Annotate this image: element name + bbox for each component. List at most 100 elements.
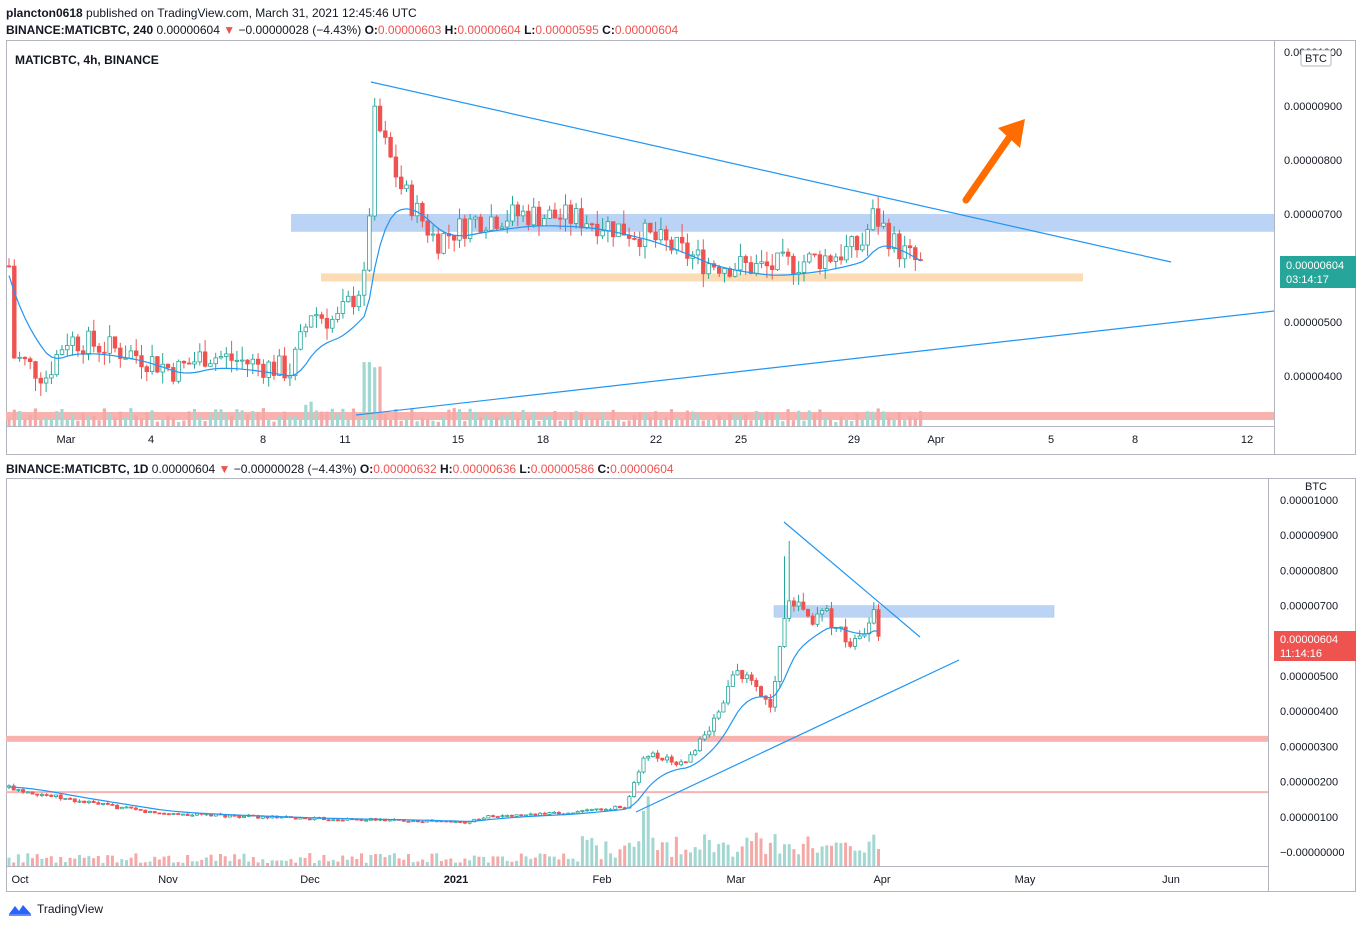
candle[interactable] xyxy=(330,319,335,329)
candle[interactable] xyxy=(716,711,721,719)
candle[interactable] xyxy=(568,204,573,224)
candle[interactable] xyxy=(453,821,458,823)
candle[interactable] xyxy=(326,819,331,822)
candle[interactable] xyxy=(632,782,637,797)
candle[interactable] xyxy=(726,686,731,704)
candle[interactable] xyxy=(817,254,823,269)
candle[interactable] xyxy=(91,800,96,804)
candle[interactable] xyxy=(712,717,717,732)
candle[interactable] xyxy=(351,295,356,308)
candle[interactable] xyxy=(605,221,611,232)
candle[interactable] xyxy=(21,789,26,793)
candle[interactable] xyxy=(505,814,510,817)
candle[interactable] xyxy=(669,239,674,251)
candle[interactable] xyxy=(197,351,202,363)
candle[interactable] xyxy=(664,229,669,241)
candle[interactable] xyxy=(658,229,664,241)
candle[interactable] xyxy=(702,734,707,740)
candle[interactable] xyxy=(213,357,218,365)
candle[interactable] xyxy=(44,794,49,796)
candle[interactable] xyxy=(180,813,185,816)
candle[interactable] xyxy=(717,266,722,274)
candle[interactable] xyxy=(223,814,228,818)
candle[interactable] xyxy=(796,601,801,607)
candle[interactable] xyxy=(683,761,688,764)
candle[interactable] xyxy=(528,813,533,816)
pane2-symbol[interactable]: BINANCE:MATICBTC, 1D xyxy=(6,462,149,476)
candle[interactable] xyxy=(648,222,653,233)
candle[interactable] xyxy=(695,249,701,256)
candle[interactable] xyxy=(653,231,658,241)
candle[interactable] xyxy=(367,215,372,271)
candle[interactable] xyxy=(636,771,641,784)
candle[interactable] xyxy=(68,798,73,800)
candle[interactable] xyxy=(768,698,773,708)
candle[interactable] xyxy=(478,216,483,233)
candle[interactable] xyxy=(27,358,33,363)
candle[interactable] xyxy=(59,349,65,355)
candle[interactable] xyxy=(70,336,75,346)
candle[interactable] xyxy=(637,238,642,248)
candle[interactable] xyxy=(722,268,727,274)
candle[interactable] xyxy=(655,752,660,759)
candle[interactable] xyxy=(494,216,499,229)
candle[interactable] xyxy=(782,617,787,648)
candle[interactable] xyxy=(11,785,16,791)
candle[interactable] xyxy=(298,331,303,350)
candle[interactable] xyxy=(364,819,369,822)
candle[interactable] xyxy=(25,791,30,794)
candle[interactable] xyxy=(192,361,197,365)
candle[interactable] xyxy=(833,256,838,262)
candle[interactable] xyxy=(646,756,651,759)
candle[interactable] xyxy=(791,600,796,607)
candle[interactable] xyxy=(848,641,853,647)
candle[interactable] xyxy=(128,350,134,359)
candle[interactable] xyxy=(481,817,486,820)
candle[interactable] xyxy=(754,680,759,687)
candle[interactable] xyxy=(420,202,425,222)
candle[interactable] xyxy=(115,804,120,810)
candle[interactable] xyxy=(785,251,791,257)
candle[interactable] xyxy=(573,208,579,224)
candle[interactable] xyxy=(227,814,232,818)
candle[interactable] xyxy=(509,814,514,817)
candle[interactable] xyxy=(865,229,870,246)
candle[interactable] xyxy=(165,363,171,368)
candle[interactable] xyxy=(838,256,844,261)
candle[interactable] xyxy=(147,811,152,814)
candle[interactable] xyxy=(473,216,478,220)
candle[interactable] xyxy=(514,814,519,817)
candle[interactable] xyxy=(462,218,467,239)
candle[interactable] xyxy=(580,809,585,812)
candle[interactable] xyxy=(319,314,324,319)
candle[interactable] xyxy=(547,209,552,219)
candle[interactable] xyxy=(730,674,735,687)
candle[interactable] xyxy=(594,808,599,811)
candle[interactable] xyxy=(780,251,785,254)
candle[interactable] xyxy=(82,800,87,804)
candle[interactable] xyxy=(491,815,496,817)
candle[interactable] xyxy=(913,247,918,261)
candle[interactable] xyxy=(853,638,858,647)
candle[interactable] xyxy=(388,136,393,158)
candle[interactable] xyxy=(538,812,543,816)
candle[interactable] xyxy=(810,615,815,625)
candle[interactable] xyxy=(806,608,811,617)
candle[interactable] xyxy=(843,626,848,643)
candle[interactable] xyxy=(356,294,361,308)
candle[interactable] xyxy=(101,802,106,805)
candle[interactable] xyxy=(96,345,102,353)
pane1-symbol[interactable]: BINANCE:MATICBTC, 240 xyxy=(6,23,154,37)
candle[interactable] xyxy=(372,105,377,217)
candle[interactable] xyxy=(693,750,698,756)
candle[interactable] xyxy=(829,608,834,629)
candle[interactable] xyxy=(271,361,277,376)
candle[interactable] xyxy=(260,815,265,819)
support-zone[interactable] xyxy=(321,273,1083,282)
candle[interactable] xyxy=(314,314,319,317)
candle[interactable] xyxy=(49,374,54,379)
candle[interactable] xyxy=(748,262,754,274)
candle[interactable] xyxy=(579,208,584,229)
candle[interactable] xyxy=(340,819,345,822)
candle[interactable] xyxy=(457,218,462,241)
